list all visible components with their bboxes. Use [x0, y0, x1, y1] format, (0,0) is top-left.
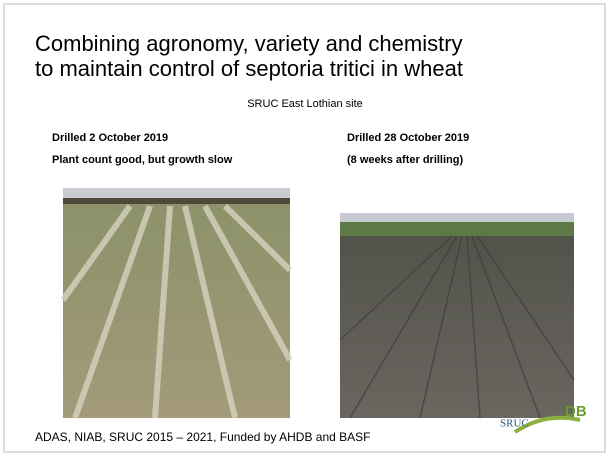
- footer: ADAS, NIAB, SRUC 2015 – 2021, Funded by …: [35, 430, 371, 444]
- logo-text: DB: [565, 403, 587, 420]
- caption: Plant count good, but growth slow: [52, 154, 233, 166]
- caption: (8 weeks after drilling): [347, 154, 463, 166]
- subtitle: SRUC East Lothian site: [247, 98, 363, 110]
- logos: SRUC DB: [500, 403, 587, 434]
- left-photo: [60, 188, 293, 420]
- caption: Drilled 2 October 2019: [52, 132, 168, 144]
- title-line: to maintain control of septoria tritici …: [35, 56, 463, 81]
- caption: Drilled 28 October 2019: [347, 132, 469, 144]
- logo-text: SRUC: [500, 418, 529, 430]
- right-photo: [339, 213, 575, 419]
- title-line: Combining agronomy, variety and chemistr…: [35, 31, 463, 56]
